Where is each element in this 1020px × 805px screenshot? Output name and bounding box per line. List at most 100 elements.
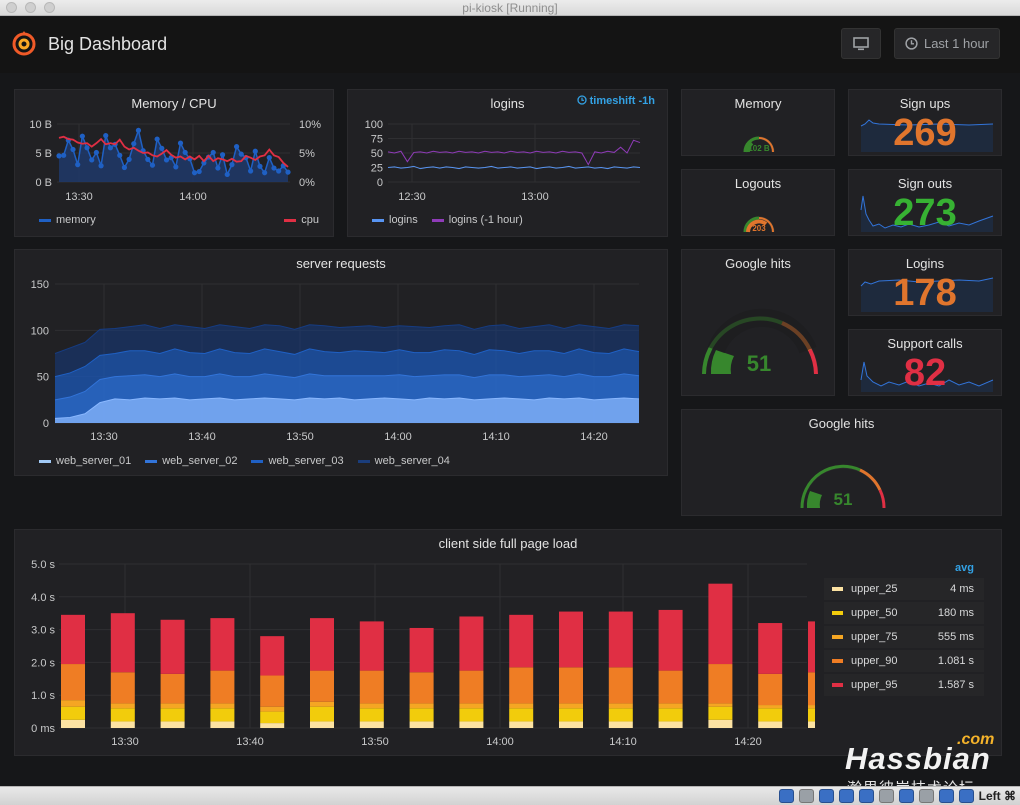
y-left-tick-label: 5 B bbox=[35, 148, 52, 160]
memory-gauge-panel[interactable]: Memory 102 B bbox=[681, 89, 835, 156]
legend-memory[interactable]: memory bbox=[39, 214, 96, 226]
legend-row-upper-90[interactable]: upper_90 1.081 s bbox=[824, 650, 984, 672]
optical-drive-icon[interactable] bbox=[798, 789, 814, 803]
legend-web-server-04[interactable]: web_server_04 bbox=[357, 455, 450, 467]
bar-upper-90 bbox=[658, 670, 683, 704]
cpu-icon[interactable] bbox=[938, 789, 954, 803]
bar-upper-90 bbox=[160, 673, 185, 704]
bar-upper-50 bbox=[110, 708, 135, 722]
bar-upper-90 bbox=[359, 670, 384, 704]
memory-legend: memory bbox=[39, 214, 96, 226]
legend-web-server-01[interactable]: web_server_01 bbox=[39, 455, 131, 467]
panel-title: Memory bbox=[734, 96, 782, 111]
signouts-stat-panel[interactable]: Sign outs 273 bbox=[848, 169, 1002, 236]
legend-web-server-02[interactable]: web_server_02 bbox=[145, 455, 237, 467]
monitor-icon bbox=[853, 36, 869, 50]
window-close-button[interactable] bbox=[6, 2, 17, 13]
bar-upper-75 bbox=[160, 703, 185, 709]
grafana-logo-icon[interactable] bbox=[10, 29, 38, 57]
bar-upper-75 bbox=[459, 703, 484, 709]
line-web-server-01 bbox=[54, 397, 640, 419]
logins-stat-value: 178 bbox=[893, 272, 957, 314]
audio-icon[interactable] bbox=[818, 789, 834, 803]
memory-point bbox=[145, 156, 151, 162]
mouse-integration-icon[interactable] bbox=[958, 789, 974, 803]
display-icon[interactable] bbox=[898, 789, 914, 803]
google-hits-wide-gauge-panel[interactable]: Google hits 51 bbox=[681, 409, 1002, 516]
legend-cpu[interactable]: cpu bbox=[284, 214, 319, 226]
host-key-label: Left ⌘ bbox=[978, 789, 1016, 803]
panel-title: client side full page load bbox=[438, 536, 578, 551]
memory-point bbox=[219, 152, 226, 158]
bar-upper-95 bbox=[110, 613, 135, 673]
memory-point bbox=[126, 156, 132, 162]
legend-row-upper-95[interactable]: upper_95 1.587 s bbox=[824, 674, 984, 696]
memory-cpu-chart[interactable]: 10 B 5 B 0 B 10% 5% 0% 13:30 14:00 bbox=[15, 90, 335, 238]
x-tick-label: 13:50 bbox=[286, 431, 314, 443]
bar-upper-75 bbox=[658, 703, 683, 709]
tv-mode-button[interactable] bbox=[841, 28, 881, 59]
bar-upper-50 bbox=[61, 706, 85, 720]
x-tick-label: 14:00 bbox=[384, 431, 412, 443]
bar-upper-95 bbox=[658, 609, 683, 671]
legend-logins[interactable]: logins bbox=[372, 214, 418, 226]
vm-statusbar: Left ⌘ bbox=[0, 786, 1020, 805]
bar-upper-25 bbox=[658, 721, 683, 728]
google-hits-gauge-panel[interactable]: Google hits 51 bbox=[681, 249, 835, 396]
signouts-value: 273 bbox=[893, 192, 957, 234]
memory-point bbox=[70, 146, 76, 153]
window-minimize-button[interactable] bbox=[25, 2, 36, 13]
y-tick-label: 150 bbox=[31, 279, 49, 291]
logins-legend: logins logins (-1 hour) bbox=[372, 214, 523, 226]
line-web-server-04 bbox=[54, 324, 640, 354]
memory-point bbox=[56, 153, 62, 159]
memory-point bbox=[196, 168, 202, 175]
memory-point bbox=[252, 148, 258, 154]
recording-icon[interactable] bbox=[918, 789, 934, 803]
memory-point bbox=[98, 163, 104, 169]
memory-point bbox=[103, 133, 109, 139]
y-tick-label: 1.0 s bbox=[31, 690, 55, 702]
support-calls-stat-panel[interactable]: Support calls 82 bbox=[848, 329, 1002, 396]
bar-upper-75 bbox=[61, 700, 85, 707]
logins-stat-panel[interactable]: Logins 178 bbox=[848, 249, 1002, 316]
hdd-icon[interactable] bbox=[778, 789, 794, 803]
memory-point bbox=[233, 144, 240, 150]
legend-row-upper-25[interactable]: upper_25 4 ms bbox=[824, 578, 984, 600]
time-picker-button[interactable]: Last 1 hour bbox=[894, 28, 1000, 59]
bar-upper-50 bbox=[260, 711, 285, 724]
bar-upper-75 bbox=[559, 703, 583, 709]
logouts-gauge-panel[interactable]: Logouts 203 bbox=[681, 169, 835, 236]
legend-web-server-03[interactable]: web_server_03 bbox=[251, 455, 344, 467]
shared-folder-icon[interactable] bbox=[878, 789, 894, 803]
window-zoom-button[interactable] bbox=[44, 2, 55, 13]
logouts-gauge-value: 203 bbox=[752, 224, 766, 233]
bar-upper-50 bbox=[359, 708, 384, 722]
memory-area bbox=[59, 130, 288, 182]
memory-point bbox=[285, 169, 291, 175]
logins-line bbox=[387, 165, 641, 170]
page-load-chart[interactable]: 5.0 s 4.0 s 3.0 s 2.0 s 1.0 s 0 ms 13:30 13:40 1… bbox=[15, 530, 815, 757]
dashboard-title[interactable]: Big Dashboard bbox=[48, 34, 168, 54]
bar-upper-50 bbox=[608, 708, 633, 722]
legend-row-upper-75[interactable]: upper_75 555 ms bbox=[824, 626, 984, 648]
bar-upper-90 bbox=[708, 664, 733, 704]
server-requests-panel[interactable]: server requests 150 100 50 0 13:30 13:40 13:50… bbox=[14, 249, 668, 476]
signups-stat-panel[interactable]: Sign ups 269 bbox=[848, 89, 1002, 156]
legend-row-upper-50[interactable]: upper_50 180 ms bbox=[824, 602, 984, 624]
memory-point bbox=[154, 136, 160, 142]
logins-chart[interactable]: 100 75 50 25 0 12:30 13:00 bbox=[348, 90, 669, 238]
server-requests-chart[interactable]: 150 100 50 0 13:30 13:40 13:50 14:00 14:10 14:20 bbox=[15, 250, 669, 477]
support-calls-sparkline bbox=[860, 361, 994, 392]
logins-panel[interactable]: logins timeshift -1h 100 75 50 25 0 12:30 13:0… bbox=[347, 89, 668, 237]
cpu-line bbox=[58, 135, 289, 168]
bar-upper-95 bbox=[808, 621, 815, 673]
memory-cpu-panel[interactable]: Memory / CPU 10 B 5 B 0 B 10% 5% 0% 13:30 14:00… bbox=[14, 89, 334, 237]
network-icon[interactable] bbox=[838, 789, 854, 803]
bar-upper-50 bbox=[409, 708, 434, 722]
legend-avg-header[interactable]: avg bbox=[955, 562, 974, 574]
bar-upper-75 bbox=[359, 703, 384, 709]
legend-logins-shifted[interactable]: logins (-1 hour) bbox=[431, 214, 523, 226]
y-right-tick-label: 5% bbox=[299, 148, 315, 160]
usb-icon[interactable] bbox=[858, 789, 874, 803]
